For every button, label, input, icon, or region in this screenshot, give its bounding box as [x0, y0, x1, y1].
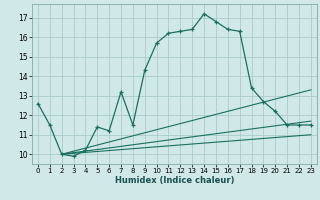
X-axis label: Humidex (Indice chaleur): Humidex (Indice chaleur) — [115, 176, 234, 185]
